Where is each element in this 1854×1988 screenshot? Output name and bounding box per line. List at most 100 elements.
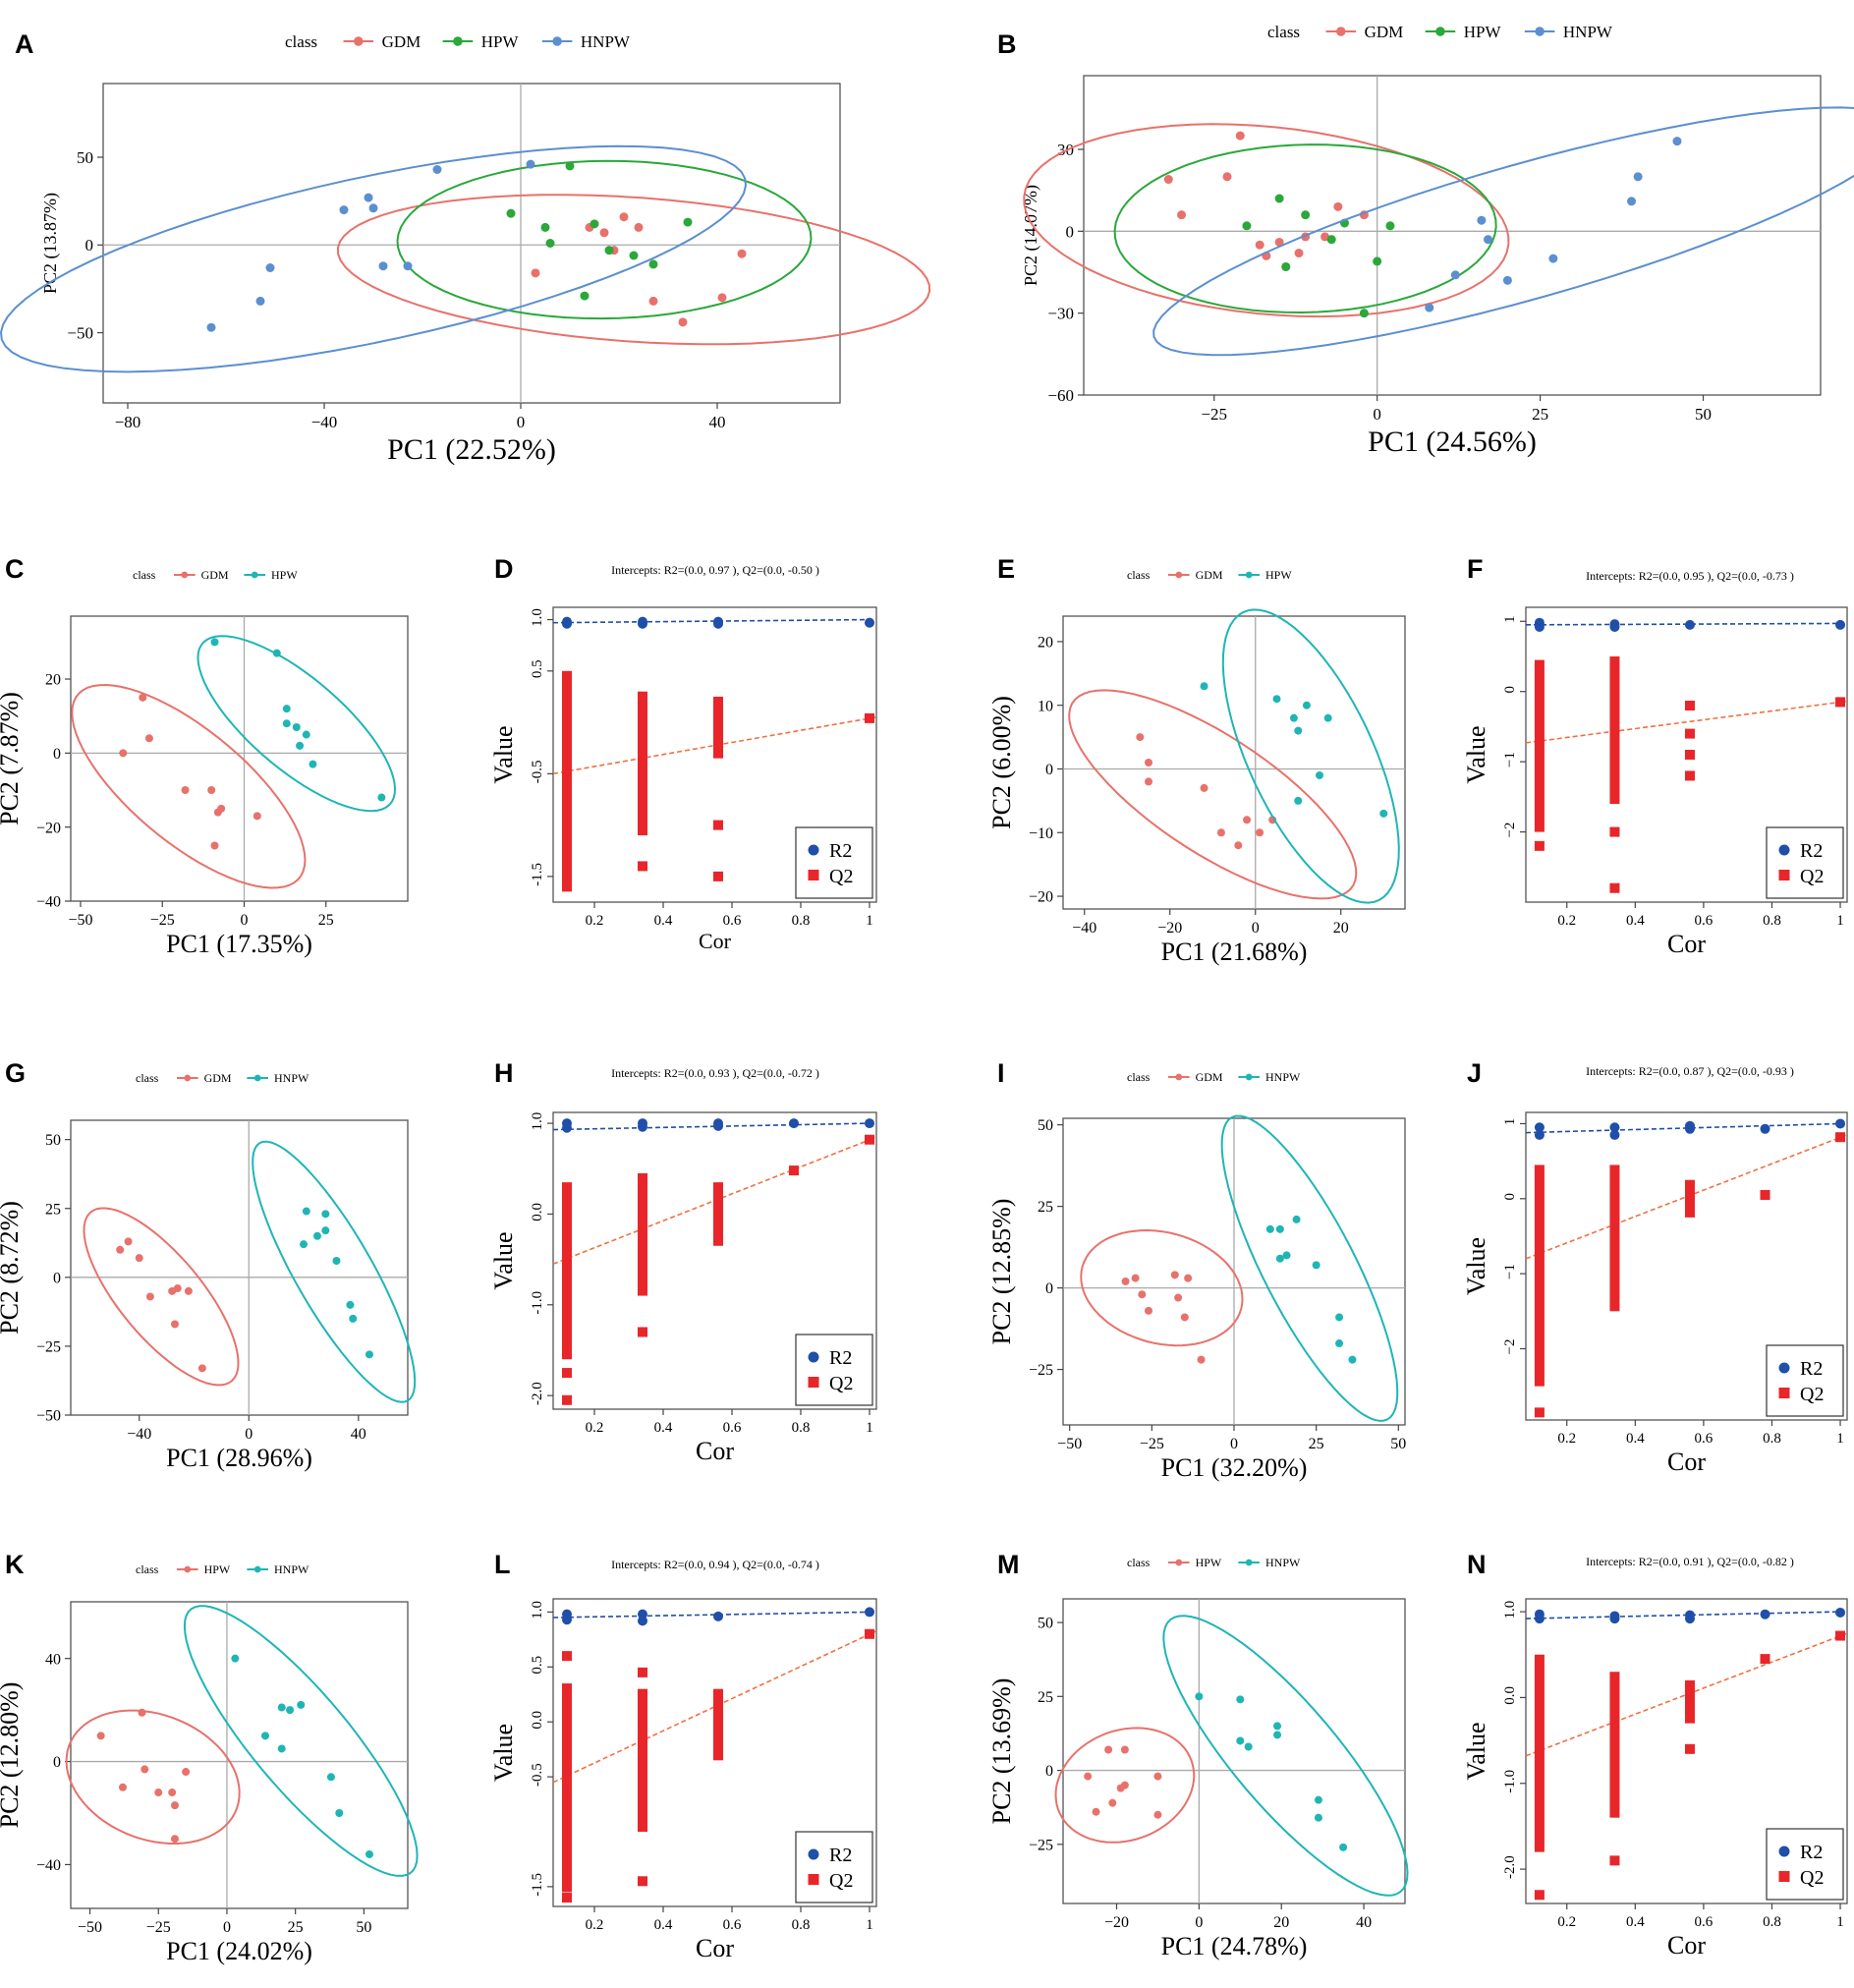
- point-gdm: [1180, 1313, 1189, 1322]
- legend-label-q2: Q2: [1800, 866, 1824, 887]
- point-hpw: [210, 638, 219, 647]
- q2-point: [1835, 697, 1846, 708]
- q2-stack: [638, 691, 647, 836]
- point-gdm: [1145, 759, 1152, 767]
- x-tick-label: 0.8: [1763, 1431, 1781, 1447]
- q2-point: [562, 1651, 572, 1662]
- point-hnpw: [1273, 1731, 1282, 1739]
- legend-label-q2: Q2: [829, 1870, 853, 1892]
- legend-label-q2: Q2: [829, 866, 853, 887]
- x-tick-label: 0.6: [723, 1420, 742, 1436]
- legend-marker: [1535, 27, 1545, 36]
- y-tick-label: -2.0: [530, 1382, 545, 1405]
- point-hnpw: [1627, 197, 1637, 206]
- y-tick-label: −20: [36, 820, 61, 836]
- point-gdm: [1138, 1290, 1147, 1299]
- point-hnpw: [1195, 1692, 1204, 1701]
- q2-stack: [713, 1182, 723, 1246]
- point-gdm: [1145, 777, 1152, 786]
- r2-point: [1534, 622, 1545, 632]
- x-tick-label: −25: [1140, 1436, 1164, 1452]
- y-tick-label: -0.5: [530, 1763, 545, 1787]
- y-tick-label: −1: [1502, 752, 1518, 767]
- y-tick-label: −20: [1029, 889, 1053, 906]
- panel-h: H 0.2 0.4 0.6 0.8 1 -2.0 -1.0 0.0 1.0 Cor Value Inte…: [489, 1058, 877, 1465]
- point-hnpw: [1314, 1813, 1322, 1822]
- y-tick-label: 20: [1038, 635, 1053, 652]
- point-hpw: [648, 259, 658, 269]
- y-tick-label: -0.5: [530, 760, 545, 783]
- point-hpw: [629, 251, 639, 260]
- q2-stack: [562, 1683, 572, 1893]
- point-hnpw: [277, 1703, 286, 1712]
- panel-letter: I: [997, 1058, 1005, 1088]
- point-hpw: [272, 649, 281, 657]
- legend-marker: [253, 1074, 261, 1082]
- legend-marker: [1245, 571, 1253, 579]
- point-gdm: [531, 268, 540, 278]
- legend-label-hpw: HPW: [204, 1562, 231, 1576]
- panel-j: J 0.2 0.4 0.6 0.8 1 −2 −1 0 1 Cor Value Intercepts: …: [1462, 1058, 1848, 1476]
- y-tick-label: 1.0: [530, 1112, 545, 1131]
- q2-point: [1684, 701, 1695, 710]
- r2-trend-line: [552, 618, 871, 624]
- point-gdm: [619, 212, 629, 222]
- point-hpw: [292, 722, 301, 731]
- point-gdm: [1170, 1271, 1179, 1279]
- point-gdm: [181, 786, 190, 795]
- panel-n: N 0.2 0.4 0.6 0.8 1 -2.0 -1.0 0.0 1.0 Cor Value Inte…: [1462, 1550, 1848, 1960]
- x-tick-label: 0: [1230, 1436, 1238, 1452]
- legend-marker: [552, 36, 562, 46]
- legend-title: class: [1127, 1070, 1151, 1084]
- x-axis-label: PC1 (24.78%): [1161, 1932, 1308, 1960]
- legend: class GDM HPW HNPW: [1267, 23, 1613, 41]
- point-gdm: [116, 1245, 125, 1254]
- legend-marker-q2: [1778, 1388, 1790, 1398]
- panel-letter: F: [1467, 554, 1484, 584]
- x-tick-label: −50: [1057, 1436, 1082, 1452]
- x-axis-label: Cor: [1667, 1931, 1706, 1960]
- point-hnpw: [432, 165, 442, 174]
- y-tick-label: 0.5: [530, 659, 545, 678]
- point-gdm: [170, 1320, 179, 1329]
- ellipse-gdm: [336, 194, 931, 346]
- legend-marker-r2: [808, 1351, 819, 1363]
- point-gdm: [1145, 1306, 1152, 1315]
- point-gdm: [1174, 1293, 1183, 1302]
- point-hnpw: [1339, 1843, 1348, 1851]
- y-tick-label: -1.5: [530, 1873, 545, 1897]
- r2-point: [1835, 619, 1846, 630]
- panel-k: K −50 −25 0 25 50 −40 0 40 PC1 (24.02%) PC2 (12.80…: [0, 1550, 419, 1965]
- legend-marker: [1435, 27, 1445, 36]
- x-tick-label: 0.6: [723, 1917, 742, 1933]
- point-hpw: [545, 239, 555, 248]
- legend-marker-q2: [808, 1377, 819, 1388]
- point-gdm: [1163, 175, 1173, 185]
- legend-title: class: [1127, 1556, 1151, 1569]
- point-hnpw: [1502, 275, 1512, 285]
- y-axis-label: PC2 (13.87%): [40, 193, 61, 294]
- plot-frame: [552, 1598, 877, 1907]
- legend-marker-q2: [1778, 1871, 1790, 1882]
- point-hnpw: [326, 1773, 335, 1782]
- y-tick-label: −60: [1047, 386, 1074, 405]
- x-tick-label: 0: [1373, 405, 1381, 424]
- y-axis-label: PC2 (7.87%): [0, 692, 24, 825]
- ellipse-hpw: [1113, 143, 1497, 314]
- point-hnpw: [1236, 1695, 1245, 1704]
- ellipse-gdm: [1023, 123, 1510, 318]
- r2-trend-line: [552, 1122, 871, 1131]
- q2-point: [638, 1667, 647, 1677]
- x-tick-label: 0.2: [586, 1917, 604, 1933]
- y-tick-label: 50: [1038, 1117, 1053, 1134]
- q2-stack: [1609, 1672, 1620, 1818]
- y-tick-label: 0: [85, 236, 94, 255]
- y-tick-label: 50: [77, 148, 93, 167]
- point-hnpw: [1425, 303, 1434, 312]
- x-tick-label: 25: [1309, 1436, 1324, 1452]
- q2-stack: [1534, 659, 1545, 832]
- point-hnpw: [1312, 1261, 1320, 1270]
- x-axis-label: PC1 (24.02%): [166, 1937, 312, 1965]
- r2-point: [562, 618, 572, 629]
- y-tick-label: −25: [1029, 1362, 1053, 1379]
